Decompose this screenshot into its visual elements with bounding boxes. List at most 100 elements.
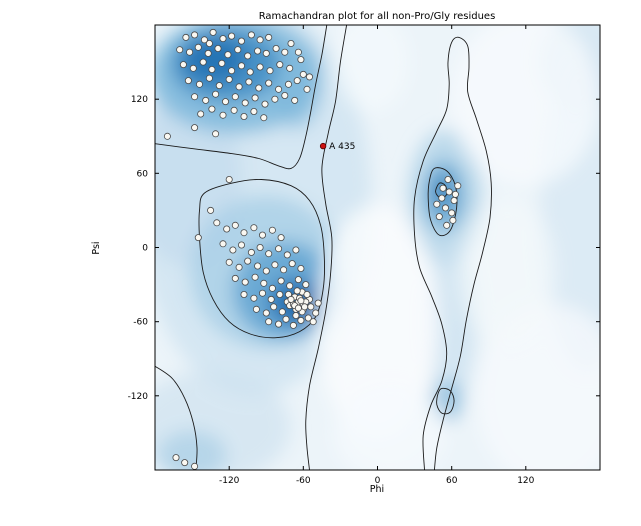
residue-point [449, 216, 457, 224]
residue-point [215, 82, 223, 90]
density-contour [305, 25, 348, 470]
residue-point [265, 79, 273, 87]
residue-point [205, 74, 213, 82]
residue-point [258, 231, 266, 239]
residue-point [189, 64, 197, 72]
residue-point [228, 67, 236, 75]
residue-point [213, 219, 221, 227]
residue-point [258, 289, 266, 297]
residue-point [287, 295, 295, 303]
residue-point [276, 290, 284, 298]
residue-point [240, 113, 248, 121]
residue-point [303, 85, 311, 93]
scatter-layer [163, 28, 462, 470]
residue-point [163, 132, 171, 140]
residue-point [172, 454, 180, 462]
residue-point [241, 278, 249, 286]
residue-point [439, 184, 447, 192]
residue-point [228, 32, 236, 40]
density-contour [155, 25, 328, 170]
y-axis-label: Psi [91, 241, 102, 254]
residue-point [275, 320, 283, 328]
residue-point [181, 459, 189, 467]
residue-point [260, 279, 268, 287]
residue-point [262, 49, 270, 57]
residue-point [278, 308, 286, 316]
residue-point [272, 45, 280, 53]
residue-point [212, 130, 220, 138]
residue-point [299, 70, 307, 78]
residue-point [305, 73, 313, 81]
residue-point [182, 33, 190, 41]
density-contour [155, 365, 198, 470]
residue-point [250, 224, 258, 232]
residue-point [277, 277, 285, 285]
residue-point [235, 263, 243, 271]
residue-point [218, 59, 226, 67]
residue-point [225, 258, 233, 266]
residue-point [312, 309, 320, 317]
residue-point [277, 234, 285, 242]
residue-point [254, 47, 262, 55]
residue-point [297, 56, 305, 64]
density-blob [315, 204, 440, 440]
residue-point [448, 209, 456, 217]
residue-point [268, 226, 276, 234]
residue-point [292, 311, 300, 319]
residue-point [207, 206, 215, 214]
residue-point [276, 61, 284, 69]
residue-point [441, 204, 449, 212]
residue-point [266, 67, 274, 75]
residue-point [454, 182, 462, 190]
residue-point [280, 266, 288, 274]
residue-point [262, 309, 270, 317]
residue-point [438, 194, 446, 202]
residue-point [265, 250, 273, 258]
residue-point [294, 48, 302, 56]
residue-point [191, 93, 199, 101]
residue-point [275, 85, 283, 93]
residue-point [261, 100, 269, 108]
residue-point [314, 299, 322, 307]
residue-point [229, 246, 237, 254]
density-contour [427, 167, 458, 237]
residue-point [212, 90, 220, 98]
residue-point [270, 303, 278, 311]
residue-point [286, 282, 294, 290]
residue-point [309, 318, 317, 326]
residue-point [208, 105, 216, 113]
residue-point [301, 303, 309, 311]
outlier-label: A 435 [329, 142, 355, 152]
residue-point [281, 48, 289, 56]
residue-point [191, 124, 199, 132]
density-contour [413, 36, 492, 470]
residue-point [294, 276, 302, 284]
residue-point [304, 314, 312, 322]
y-tick-label: -60 [133, 318, 148, 328]
x-axis-label: Phi [370, 484, 384, 495]
residue-point [219, 111, 227, 119]
density-contour [198, 179, 325, 339]
residue-point [221, 98, 229, 106]
residue-point [283, 251, 291, 259]
residue-point [275, 245, 283, 253]
residue-point [197, 110, 205, 118]
residue-point [288, 260, 296, 268]
residue-point [297, 264, 305, 272]
residue-point [247, 31, 255, 39]
y-tick-label: -120 [128, 392, 149, 402]
density-layer [155, 25, 600, 470]
residue-point [265, 33, 273, 41]
residue-point [444, 175, 452, 183]
residue-point [225, 75, 233, 83]
residue-point [302, 281, 310, 289]
residue-point [240, 290, 248, 298]
residue-point [293, 77, 301, 85]
density-blob [272, 44, 322, 129]
residue-point [247, 248, 255, 256]
residue-point [256, 63, 264, 71]
residue-point [200, 36, 208, 44]
plot-title: Ramachandran plot for all non-Pro/Gly re… [259, 11, 496, 22]
